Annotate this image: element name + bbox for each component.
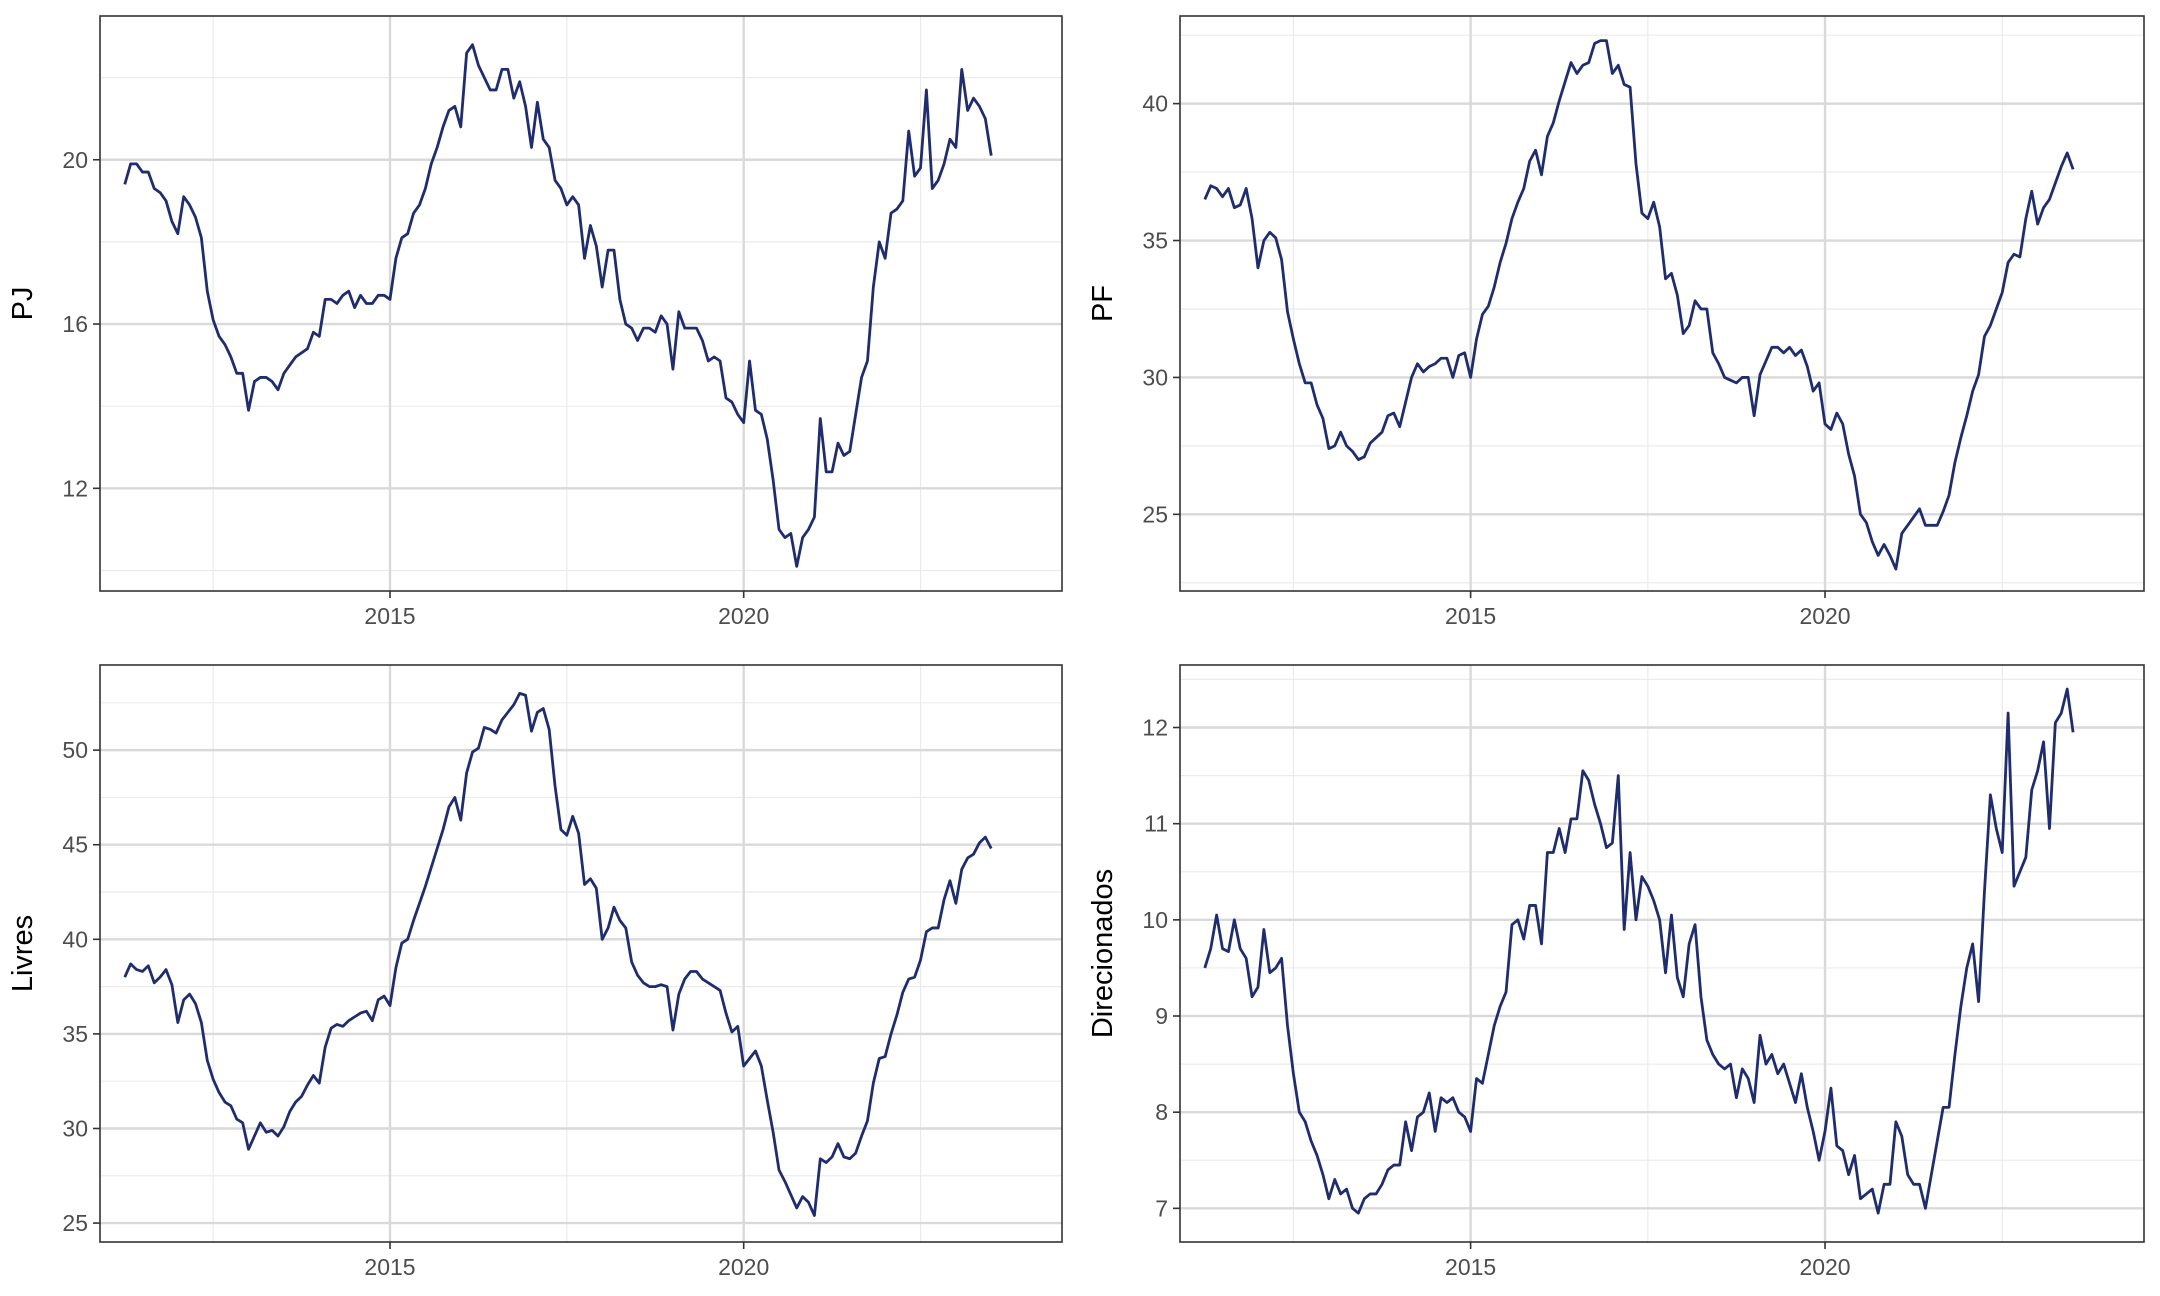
plot-frame: [1179, 15, 2145, 592]
chart-panel: 2015 2020 7 8 9 10 11 12 Direcionados: [1087, 664, 2145, 1280]
y-tick-label: 12: [1142, 715, 1168, 741]
plot-background: [100, 665, 1062, 1242]
y-tick-label: 40: [1142, 91, 1168, 117]
plot-background: [100, 16, 1062, 591]
plot-frame: [1179, 664, 2145, 1243]
x-tick-label: 2015: [364, 1254, 415, 1280]
series-line: [123, 691, 993, 1217]
series-line: [1203, 687, 2075, 1215]
chart-panel: 2015 2020 25 30 35 40 45 50 Livres: [7, 664, 1063, 1280]
x-tick-label: 2020: [1799, 603, 1850, 629]
y-tick-label: 35: [62, 1021, 88, 1047]
x-tick-label: 2020: [718, 1254, 769, 1280]
y-tick-label: 16: [62, 311, 88, 337]
plot-background: [1180, 16, 2144, 591]
series-line: [1203, 39, 2075, 571]
y-tick-label: 8: [1155, 1099, 1168, 1125]
y-tick-label: 7: [1155, 1195, 1168, 1221]
y-tick-label: 35: [1142, 228, 1168, 254]
x-tick-label: 2020: [718, 603, 769, 629]
x-tick-label: 2015: [364, 603, 415, 629]
y-tick-label: 10: [1142, 907, 1168, 933]
x-tick-label: 2015: [1445, 1254, 1496, 1280]
y-axis-title: PF: [1087, 285, 1119, 322]
y-tick-label: 40: [62, 926, 88, 952]
plot-frame: [99, 15, 1063, 592]
y-axis-title: PJ: [7, 287, 39, 321]
y-tick-label: 50: [62, 737, 88, 763]
y-tick-label: 12: [62, 475, 88, 501]
chart-panel: 2015 2020 25 30 35 40 PF: [1087, 15, 2145, 629]
y-tick-label: 20: [62, 147, 88, 173]
y-axis-title: Direcionados: [1087, 869, 1119, 1038]
plot-frame: [99, 664, 1063, 1243]
chart-panel: 2015 2020 12 16 20 PJ: [7, 15, 1063, 629]
y-tick-label: 30: [1142, 364, 1168, 390]
y-tick-label: 45: [62, 832, 88, 858]
y-tick-label: 25: [1142, 501, 1168, 527]
y-tick-label: 30: [62, 1115, 88, 1141]
series-line: [123, 43, 993, 568]
y-tick-label: 9: [1155, 1003, 1168, 1029]
y-tick-label: 11: [1144, 811, 1168, 837]
x-tick-label: 2020: [1799, 1254, 1850, 1280]
y-tick-label: 25: [62, 1210, 88, 1236]
x-tick-label: 2015: [1445, 603, 1496, 629]
y-axis-title: Livres: [7, 915, 39, 992]
